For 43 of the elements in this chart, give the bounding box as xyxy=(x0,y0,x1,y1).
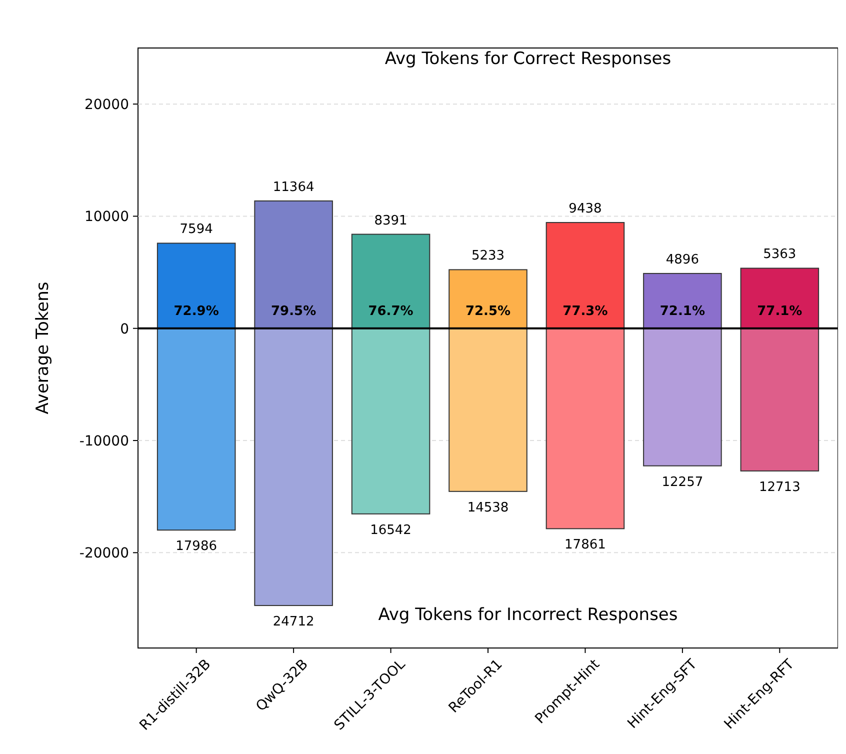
annotation: 16542 xyxy=(370,522,412,538)
annotation: 17986 xyxy=(176,539,218,554)
bar xyxy=(546,328,625,530)
annotation: 72.5% xyxy=(465,304,511,319)
annotation: 72.9% xyxy=(174,304,219,319)
y-tick-label: -20000 xyxy=(79,546,129,562)
bar xyxy=(448,269,528,329)
data-label: 7594 xyxy=(180,222,213,238)
y-tick-label: -10000 xyxy=(79,433,129,450)
data-label: 9438 xyxy=(568,202,602,217)
bar xyxy=(740,268,820,329)
annotation: 77.1% xyxy=(757,304,802,319)
annotation: 12713 xyxy=(758,480,800,495)
bar xyxy=(448,328,528,492)
y-tick-label: 20000 xyxy=(84,96,129,113)
data-label: 11364 xyxy=(272,180,314,195)
annotation: Avg Tokens for Incorrect Responses xyxy=(378,605,678,625)
data-label: 5363 xyxy=(763,247,796,262)
annotation: 14538 xyxy=(467,500,509,516)
bar xyxy=(643,272,722,329)
bar xyxy=(254,328,333,606)
bar xyxy=(351,234,430,329)
bar xyxy=(156,328,236,531)
y-axis-title: Average Tokens xyxy=(33,282,53,414)
annotation: 24712 xyxy=(272,614,314,630)
bar xyxy=(156,242,236,329)
bar xyxy=(546,222,625,329)
bar xyxy=(643,328,722,466)
bar xyxy=(740,328,820,472)
y-tick-label: 0 xyxy=(120,321,129,338)
data-label: 4896 xyxy=(666,252,699,268)
annotation: 72.1% xyxy=(660,304,705,319)
annotation: 17861 xyxy=(564,538,606,553)
annotation: 79.5% xyxy=(271,304,316,319)
data-label: 8391 xyxy=(374,213,408,228)
bar xyxy=(351,328,430,514)
annotation: 12257 xyxy=(662,474,704,490)
bar xyxy=(254,200,333,329)
annotation: Avg Tokens for Correct Responses xyxy=(384,49,672,69)
annotation: 77.3% xyxy=(562,304,608,319)
y-tick-label: 10000 xyxy=(84,209,129,226)
annotation: 76.7% xyxy=(368,304,414,319)
data-label: 5233 xyxy=(471,248,505,264)
